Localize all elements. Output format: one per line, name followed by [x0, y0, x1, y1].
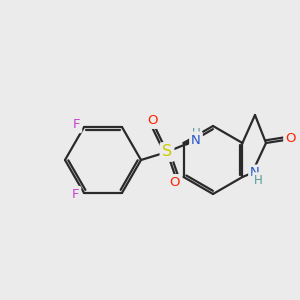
- Text: F: F: [72, 188, 79, 201]
- Text: O: O: [285, 132, 296, 145]
- Text: H: H: [254, 174, 263, 187]
- Text: O: O: [147, 114, 158, 127]
- Text: O: O: [169, 176, 180, 189]
- Text: N: N: [250, 167, 260, 179]
- Text: H: H: [192, 127, 200, 140]
- Text: F: F: [73, 118, 80, 131]
- Text: N: N: [191, 134, 201, 146]
- Text: S: S: [162, 145, 172, 160]
